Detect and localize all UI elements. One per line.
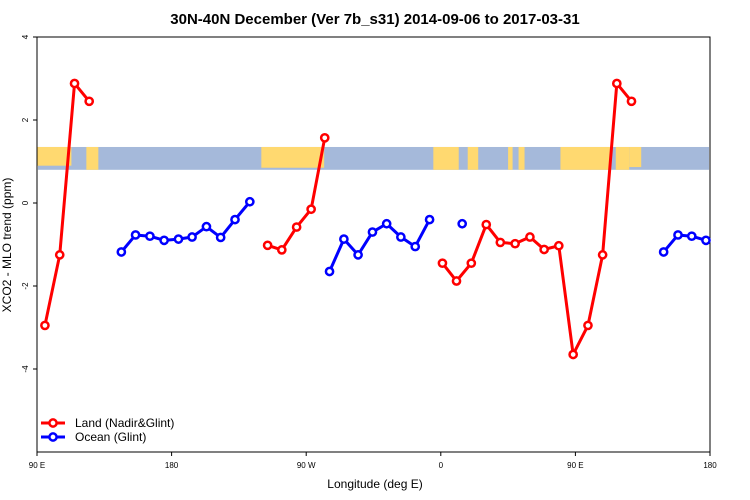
series-line: [120, 200, 251, 253]
x-tick-label: 180: [703, 461, 717, 470]
data-point: [597, 250, 608, 260]
x-tick-label: 90 W: [297, 461, 316, 470]
data-point: [686, 231, 697, 242]
data-point: [539, 244, 549, 255]
series-ocean: [116, 196, 711, 277]
band-land: [37, 146, 72, 166]
band-land: [261, 146, 325, 168]
data-point: [410, 241, 421, 252]
series-layer: [40, 78, 711, 360]
x-axis: 90 E 180 90 W 0 90 E 180: [29, 452, 717, 470]
data-point: [201, 221, 212, 232]
x-tick-label: 180: [165, 461, 179, 470]
data-point: [324, 266, 335, 277]
data-point: [466, 258, 477, 269]
data-point: [262, 240, 273, 251]
data-point: [495, 237, 506, 248]
x-tick-label: 90 E: [29, 461, 45, 470]
data-point: [215, 232, 226, 243]
data-point: [583, 320, 593, 331]
data-point: [437, 258, 448, 269]
y-tick-label: -2: [21, 282, 30, 290]
plot-frame: [36, 36, 711, 453]
legend-label: Land (Nadir&Glint): [75, 416, 174, 430]
legend-marker: [48, 432, 58, 442]
y-axis: 4 2 0 -2 -4: [21, 34, 37, 373]
data-point: [611, 78, 622, 89]
data-point: [291, 222, 302, 232]
data-point: [457, 218, 468, 229]
series-land: [40, 78, 637, 360]
band-land: [518, 146, 525, 170]
legend-label: Ocean (Glint): [75, 430, 146, 444]
legend-marker: [48, 418, 58, 428]
data-point: [525, 232, 535, 242]
data-point: [568, 349, 579, 360]
data-point: [553, 240, 564, 251]
data-point: [339, 234, 349, 244]
band-land: [467, 146, 479, 170]
data-point: [116, 247, 127, 257]
data-point: [187, 232, 197, 242]
data-point: [626, 96, 637, 107]
band-land: [629, 146, 642, 168]
data-point: [84, 96, 95, 107]
y-axis-label: XCO2 - MLO trend (ppm): [0, 178, 14, 313]
x-tick-label: 0: [439, 461, 444, 470]
y-tick-label: 2: [21, 117, 30, 122]
band-land: [615, 146, 630, 170]
data-point: [244, 196, 255, 207]
band-ocean: [38, 146, 709, 170]
data-point: [673, 230, 683, 240]
band-land: [508, 146, 513, 170]
data-point: [481, 219, 492, 230]
series-line: [43, 81, 91, 326]
x-axis-label: Longitude (deg E): [327, 477, 422, 491]
data-point: [54, 250, 65, 260]
data-point: [40, 320, 50, 331]
band-land: [560, 146, 612, 170]
data-point: [306, 204, 316, 215]
band-land: [86, 146, 99, 170]
chart-title: 30N-40N December (Ver 7b_s31) 2014-09-06…: [170, 11, 579, 28]
data-point: [424, 214, 435, 225]
data-point: [658, 247, 669, 257]
data-point: [276, 245, 287, 255]
x-tick-label: 90 E: [567, 461, 583, 470]
y-tick-label: -4: [21, 365, 30, 373]
data-point: [69, 78, 80, 89]
data-point: [367, 227, 378, 237]
data-point: [381, 218, 392, 229]
data-point: [173, 234, 184, 244]
data-point: [145, 231, 155, 242]
data-point: [396, 232, 406, 242]
data-point: [451, 276, 462, 286]
data-point: [230, 214, 240, 225]
series-line: [662, 233, 707, 253]
y-tick-label: 4: [21, 34, 30, 39]
series-line: [441, 81, 633, 356]
land-mask-band: [37, 146, 709, 170]
data-point: [701, 235, 711, 246]
data-point: [159, 235, 169, 246]
y-tick-label: 0: [21, 200, 30, 205]
data-point: [130, 230, 141, 240]
data-point: [353, 250, 363, 260]
data-point: [510, 238, 520, 249]
data-point: [319, 132, 330, 143]
band-land: [433, 146, 459, 170]
legend: Land (Nadir&Glint)Ocean (Glint): [41, 416, 174, 444]
